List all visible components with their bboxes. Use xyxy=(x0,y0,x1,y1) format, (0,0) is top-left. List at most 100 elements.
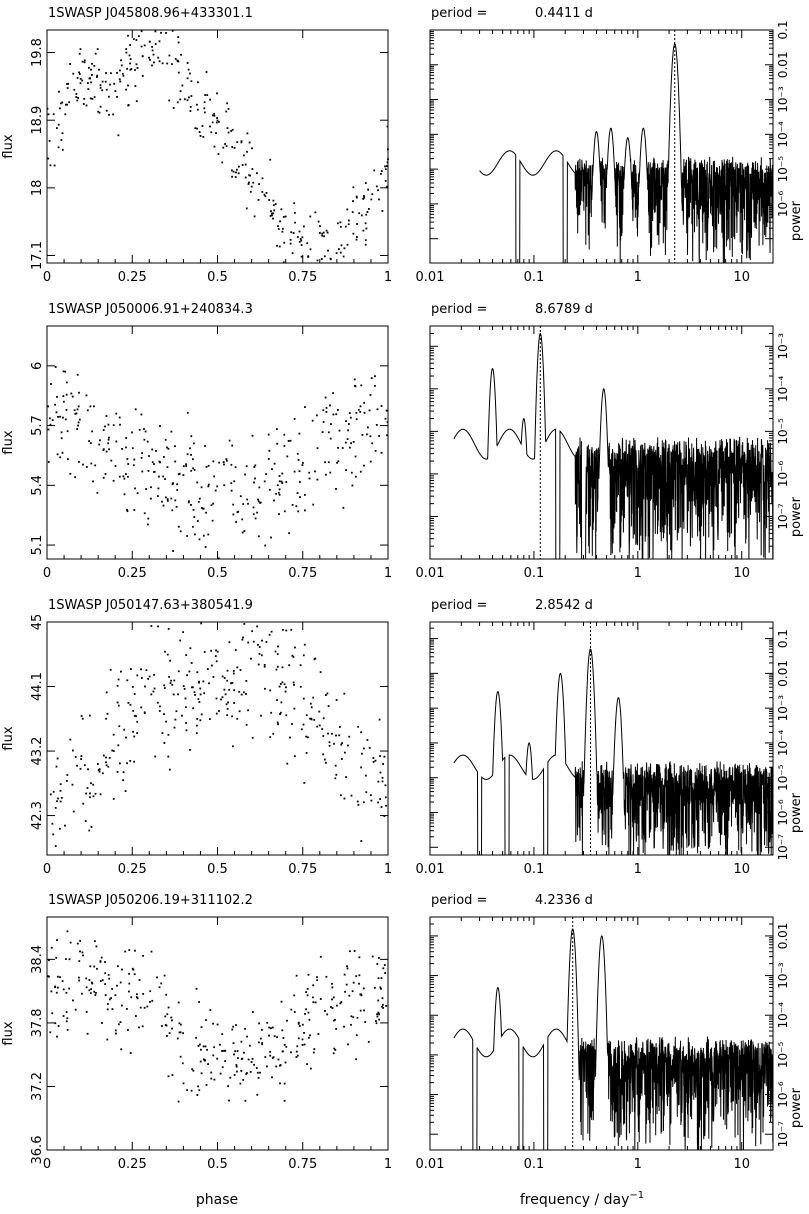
freq-tick-label: 10 xyxy=(733,566,750,581)
data-point xyxy=(272,732,275,735)
data-point xyxy=(277,645,279,648)
data-point xyxy=(373,169,376,172)
data-point xyxy=(237,1057,239,1059)
data-point xyxy=(129,703,132,706)
data-point xyxy=(264,1056,267,1058)
data-point xyxy=(269,1050,271,1053)
data-point xyxy=(325,473,327,476)
data-point xyxy=(387,148,389,151)
data-point xyxy=(148,40,151,43)
data-point xyxy=(90,81,92,84)
data-point xyxy=(117,134,120,137)
phase-tick-label: 0.5 xyxy=(207,270,228,285)
data-point xyxy=(351,990,354,993)
data-point xyxy=(120,1048,123,1051)
data-point xyxy=(171,63,173,65)
data-point xyxy=(355,196,358,199)
flux-tick-label: 37.2 xyxy=(30,1072,45,1101)
data-point xyxy=(236,666,239,669)
data-point xyxy=(115,412,118,415)
freq-tick-label: 0.1 xyxy=(524,566,545,581)
data-point xyxy=(371,955,374,958)
data-point xyxy=(282,261,285,264)
data-point xyxy=(135,100,138,103)
data-point xyxy=(132,968,135,971)
data-point xyxy=(73,88,76,91)
data-point xyxy=(204,1045,207,1048)
phase-tick-label: 1 xyxy=(384,270,392,285)
data-point xyxy=(350,794,353,797)
data-point xyxy=(256,1093,259,1096)
data-point xyxy=(375,1020,377,1022)
data-point xyxy=(51,822,54,825)
data-point xyxy=(257,500,260,503)
data-point xyxy=(93,96,96,98)
data-point xyxy=(288,532,290,535)
data-point xyxy=(278,488,281,491)
data-point xyxy=(185,465,188,467)
data-point xyxy=(314,1001,317,1004)
data-point xyxy=(205,1084,208,1086)
data-point xyxy=(204,1059,207,1062)
data-point xyxy=(355,975,358,978)
data-point xyxy=(245,207,248,210)
data-point xyxy=(270,212,273,215)
phase-tick-label: 0 xyxy=(43,862,51,877)
data-point xyxy=(380,405,383,407)
data-point xyxy=(126,679,129,682)
data-point xyxy=(88,979,91,981)
data-point xyxy=(314,470,316,473)
data-point xyxy=(83,59,86,62)
data-point xyxy=(215,697,218,700)
data-point xyxy=(345,983,348,986)
data-point xyxy=(386,421,389,423)
data-point xyxy=(133,735,136,738)
data-point xyxy=(283,1099,286,1102)
data-point xyxy=(330,423,332,425)
data-point xyxy=(367,426,369,429)
data-point xyxy=(143,512,146,515)
data-point xyxy=(314,657,317,660)
data-point xyxy=(309,248,312,251)
data-point xyxy=(54,807,57,809)
data-point xyxy=(161,500,163,503)
data-point xyxy=(247,641,250,644)
flux-tick-label: 38.4 xyxy=(30,945,45,974)
data-point xyxy=(257,663,260,666)
data-point xyxy=(259,1037,262,1040)
data-point xyxy=(233,1074,236,1076)
data-point xyxy=(293,684,295,686)
data-point xyxy=(330,1006,332,1008)
data-point xyxy=(235,1024,237,1026)
data-point xyxy=(79,82,82,85)
data-point xyxy=(383,815,386,817)
data-point xyxy=(294,211,296,214)
data-point xyxy=(319,225,321,227)
data-point xyxy=(140,45,143,48)
data-point xyxy=(204,445,206,447)
data-point xyxy=(332,996,335,999)
data-point xyxy=(230,482,233,485)
data-point xyxy=(277,491,280,494)
data-point xyxy=(255,1067,258,1069)
data-point xyxy=(245,465,248,468)
data-point xyxy=(161,1025,163,1027)
data-point xyxy=(331,998,333,1001)
data-point xyxy=(279,1064,281,1067)
data-point xyxy=(281,681,284,684)
data-point xyxy=(74,756,77,758)
star-row-3: 1SWASP J050147.63+380541.9 period = 2.8542… xyxy=(1,598,804,877)
data-point xyxy=(212,676,215,678)
data-point xyxy=(269,1054,272,1057)
data-point xyxy=(165,496,167,499)
data-point xyxy=(335,488,337,490)
data-point xyxy=(119,69,121,72)
data-point xyxy=(317,220,320,223)
data-point xyxy=(321,232,324,235)
data-point xyxy=(83,97,86,100)
data-point xyxy=(226,707,229,710)
data-point xyxy=(310,706,313,709)
data-point xyxy=(167,447,170,450)
data-point xyxy=(363,801,365,804)
data-point xyxy=(118,78,121,81)
